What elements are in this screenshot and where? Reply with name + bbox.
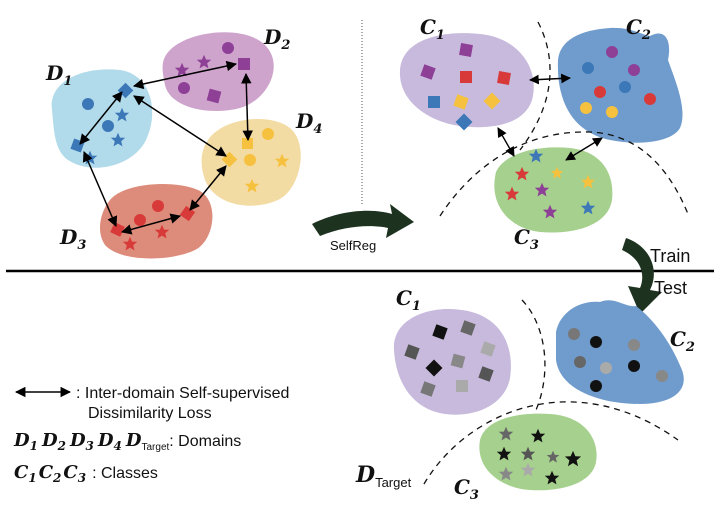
c3-test-blob	[479, 413, 597, 491]
d1-label: D1	[45, 61, 72, 89]
c3-blob	[494, 147, 613, 233]
d3-label: D3	[59, 225, 86, 253]
d3-blob	[99, 184, 213, 259]
train-label: Train	[650, 246, 690, 266]
target-domain-label: DTarget	[355, 462, 412, 490]
c2-test-label: C2	[670, 327, 695, 355]
c2-test-markers	[568, 328, 668, 392]
d4-label: D4	[295, 109, 322, 137]
c2-train-label: C2	[626, 15, 651, 43]
d2-label: D2	[263, 25, 290, 53]
domain-blobs	[51, 32, 301, 259]
c1-test-markers	[404, 320, 496, 397]
c2-test-blob	[556, 300, 684, 404]
legend-loss-line1: : Inter-domain Self-supervised	[76, 385, 289, 402]
d4-markers	[221, 128, 290, 193]
selfreg-arrow	[312, 204, 414, 238]
legend-classes: C1 C2 C3: Classes	[14, 462, 158, 485]
c3-train-label: C3	[514, 225, 539, 253]
class-arrows	[497, 73, 603, 161]
selfreg-label: SelfReg	[330, 238, 376, 253]
test-label: Test	[654, 278, 687, 298]
c1-train-label: C1	[420, 15, 445, 43]
inter-domain-arrows	[79, 60, 253, 235]
c2-markers	[580, 46, 656, 118]
test-boundaries	[423, 299, 679, 485]
legend: : Inter-domain Self-supervised Dissimila…	[13, 385, 289, 485]
c1-markers	[420, 43, 511, 131]
c3-test-label: C3	[454, 475, 479, 503]
legend-domains: D1 D2 D3 D4 DTarget: Domains	[13, 430, 241, 453]
train-test-arrow	[622, 238, 662, 314]
legend-loss-line2: Dissimilarity Loss	[88, 405, 212, 422]
c1-test-label: C1	[396, 286, 421, 314]
